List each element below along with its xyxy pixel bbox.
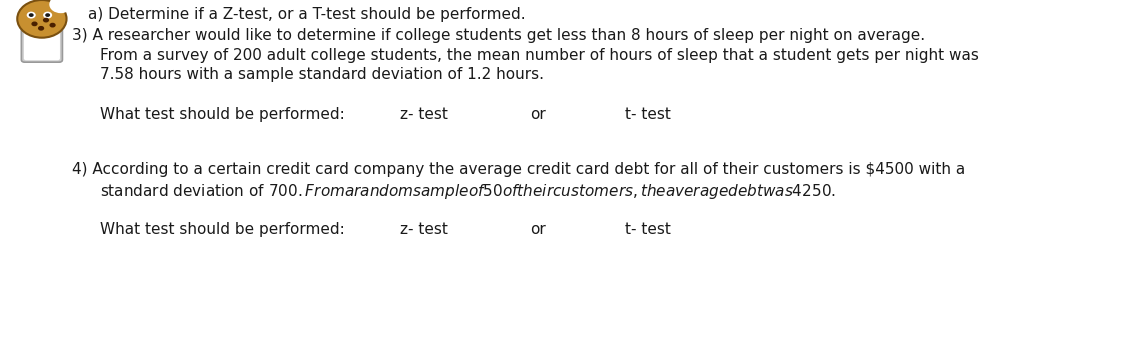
FancyBboxPatch shape <box>24 25 60 60</box>
Text: What test should be performed:: What test should be performed: <box>100 107 345 122</box>
Circle shape <box>26 12 35 18</box>
Text: 7.58 hours with a sample standard deviation of 1.2 hours.: 7.58 hours with a sample standard deviat… <box>100 67 544 82</box>
Text: or: or <box>531 222 545 237</box>
Text: t- test: t- test <box>625 107 671 122</box>
FancyBboxPatch shape <box>22 23 63 62</box>
Circle shape <box>49 23 56 28</box>
Text: 3) A researcher would like to determine if college students get less than 8 hour: 3) A researcher would like to determine … <box>72 28 925 43</box>
Circle shape <box>43 12 52 18</box>
Circle shape <box>49 0 72 13</box>
Circle shape <box>17 0 66 38</box>
Text: What test should be performed:: What test should be performed: <box>100 222 345 237</box>
Text: or: or <box>531 107 545 122</box>
Circle shape <box>32 22 38 26</box>
Circle shape <box>43 18 49 22</box>
Text: standard deviation of $700. From a random sample of 50 of their customers, the a: standard deviation of $700. From a rando… <box>100 182 836 201</box>
Circle shape <box>29 13 34 17</box>
Text: t- test: t- test <box>625 222 671 237</box>
Text: From a survey of 200 adult college students, the mean number of hours of sleep t: From a survey of 200 adult college stude… <box>100 48 979 63</box>
Circle shape <box>46 13 50 17</box>
Circle shape <box>38 26 44 31</box>
Text: z- test: z- test <box>400 222 448 237</box>
Text: a) Determine if a Z-test, or a T-test should be performed.: a) Determine if a Z-test, or a T-test sh… <box>88 7 526 22</box>
Text: 4) According to a certain credit card company the average credit card debt for a: 4) According to a certain credit card co… <box>72 162 965 177</box>
Text: z- test: z- test <box>400 107 448 122</box>
